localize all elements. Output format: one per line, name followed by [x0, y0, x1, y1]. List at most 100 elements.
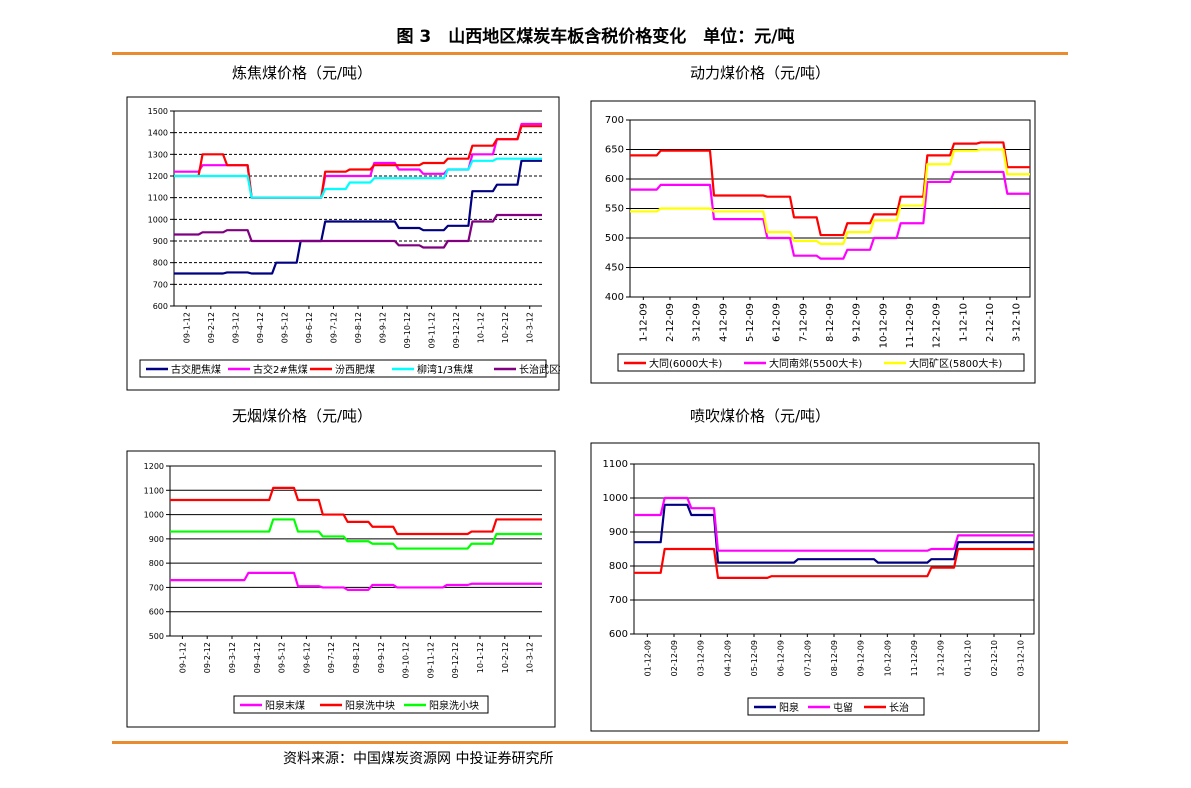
- chart-frame: [590, 100, 1036, 384]
- x-tick-label: 9-12-09: [852, 303, 863, 342]
- x-tick-label: 09-10-12: [402, 642, 411, 678]
- legend-label-2: 屯留: [833, 701, 853, 714]
- x-tick-label: 09-4-12: [253, 642, 262, 673]
- series-line-4: [174, 157, 542, 199]
- x-tick-label: 09-3-12: [228, 642, 237, 673]
- series-line-3: [634, 547, 1034, 579]
- x-tick-label: 10-3-12: [526, 642, 535, 673]
- x-tick-label: 1-12-10: [958, 303, 969, 342]
- x-tick-label: 09-2-12: [203, 642, 212, 673]
- y-tick-label: 1200: [148, 172, 168, 181]
- x-tick-label: 01-12-09: [643, 640, 652, 676]
- steam-coal-chart: 400 450 500 550 600 650 700 1-12-09 2-12-09 3-12-…: [590, 100, 1036, 384]
- chart-frame: [126, 96, 560, 391]
- chart-title-coking: 炼焦煤价格（元/吨）: [231, 64, 373, 82]
- x-tick-label: 09-8-12: [352, 642, 361, 673]
- legend-label-2: 大同南郊(5500大卡): [769, 357, 862, 370]
- x-tick-label: 5-12-09: [745, 303, 756, 342]
- y-tick-label: 550: [605, 204, 624, 215]
- x-tick-label: 02-12-10: [990, 640, 999, 676]
- x-tick-label: 10-12-09: [883, 640, 892, 676]
- x-tick-label: 09-5-12: [280, 312, 289, 343]
- y-tick-label: 1400: [148, 129, 168, 138]
- x-tick-label: 2-12-09: [665, 303, 676, 342]
- series-line-3: [174, 125, 542, 199]
- x-tick-label: 03-12-09: [697, 640, 706, 676]
- x-tick-label: 09-4-12: [256, 312, 265, 343]
- x-tick-label: 09-1-12: [178, 642, 187, 673]
- y-tick-label: 800: [153, 259, 168, 268]
- x-tick-label: 10-3-12: [526, 312, 535, 343]
- x-tick-label: 8-12-09: [825, 303, 836, 342]
- x-tick-label: 09-7-12: [329, 312, 338, 343]
- legend-label-1: 阳泉: [779, 701, 799, 714]
- chart-title-steam: 动力煤价格（元/吨）: [689, 64, 831, 82]
- y-tick-label: 500: [605, 233, 624, 244]
- x-tick-label: 03-12-10: [1017, 640, 1026, 676]
- legend-box: [747, 697, 925, 716]
- x-tick-label: 4-12-09: [718, 303, 729, 342]
- x-tick-label: 09-2-12: [207, 312, 216, 343]
- series-line-3: [630, 148, 1030, 245]
- legend-label-3: 长治: [889, 701, 909, 714]
- x-tick-label: 10-2-12: [501, 642, 510, 673]
- y-tick-label: 800: [149, 559, 164, 568]
- legend-label-1: 大同(6000大卡): [649, 357, 722, 370]
- x-tick-label: 05-12-09: [750, 640, 759, 676]
- y-tick-label: 600: [609, 629, 628, 640]
- coking-coal-chart: 600 700 800 900 1000 1100 1200 1300 1400 1500 09-1…: [126, 96, 560, 391]
- y-tick-label: 1500: [148, 107, 168, 116]
- legend: 阳泉 屯留 长治: [747, 697, 925, 716]
- x-tick-label: 06-12-09: [777, 640, 786, 676]
- x-tick-label: 09-8-12: [354, 312, 363, 343]
- figure-title: 图 3 山西地区煤炭车板含税价格变化 单位：元/吨: [396, 27, 795, 47]
- x-tick-label: 09-9-12: [377, 642, 386, 673]
- y-tick-label: 700: [149, 583, 164, 592]
- series-line-2: [634, 496, 1034, 552]
- x-tick-label: 09-10-12: [403, 312, 412, 348]
- x-tick-label: 09-11-12: [428, 312, 437, 348]
- legend-box: [233, 695, 489, 714]
- y-tick-label: 1100: [144, 486, 164, 495]
- x-tick-label: 09-6-12: [302, 642, 311, 673]
- series-line-1: [174, 159, 542, 275]
- source-note: 资料来源：中国煤炭资源网 中投证券研究所: [283, 751, 554, 767]
- series-line-2: [630, 170, 1030, 260]
- legend-box: [139, 359, 547, 378]
- x-tick-label: 12-12-09: [932, 303, 943, 348]
- legend: 大同(6000大卡) 大同南郊(5500大卡) 大同矿区(5800大卡): [617, 353, 1025, 372]
- x-tick-label: 09-9-12: [379, 312, 388, 343]
- chart-title-pci: 喷吹煤价格（元/吨）: [689, 407, 831, 425]
- x-tick-label: 7-12-09: [798, 303, 809, 342]
- x-tick-label: 09-12-12: [452, 312, 461, 348]
- series-line-2: [170, 486, 542, 536]
- y-tick-label: 1300: [148, 150, 168, 159]
- x-tick-label: 09-6-12: [305, 312, 314, 343]
- legend-label-1: 阳泉末煤: [265, 699, 305, 712]
- y-tick-label: 700: [605, 115, 624, 126]
- legend-label-1: 古交肥焦煤: [171, 363, 221, 376]
- y-tick-label: 900: [149, 535, 164, 544]
- x-tick-label: 11-12-09: [905, 303, 916, 348]
- x-tick-label: 09-3-12: [231, 312, 240, 343]
- x-tick-label: 01-12-10: [963, 640, 972, 676]
- y-tick-label: 1200: [144, 462, 164, 471]
- y-tick-label: 600: [153, 302, 168, 311]
- y-tick-label: 700: [153, 280, 168, 289]
- x-tick-label: 09-12-12: [451, 642, 460, 678]
- x-tick-label: 04-12-09: [723, 640, 732, 676]
- pci-coal-chart: 600 700 800 900 1000 1100 01-12-09 02-12-09 03-1…: [590, 442, 1040, 732]
- x-tick-label: 09-11-12: [426, 642, 435, 678]
- x-tick-label: 09-1-12: [182, 312, 191, 343]
- x-tick-label: 09-7-12: [327, 642, 336, 673]
- legend-label-4: 柳湾1/3焦煤: [417, 363, 473, 376]
- x-tick-label: 09-5-12: [278, 642, 287, 673]
- anthracite-chart: 500 600 700 800 900 1000 1100 1200 09-1-12 09-2-1…: [126, 450, 556, 728]
- x-tick-label: 10-1-12: [476, 642, 485, 673]
- legend: 古交肥焦煤 古交2#焦煤 汾西肥煤 柳湾1/3焦煤 长治武区瘦煤: [139, 359, 560, 378]
- legend-label-2: 阳泉洗中块: [345, 699, 395, 712]
- x-tick-label: 07-12-09: [803, 640, 812, 676]
- y-tick-label: 900: [609, 527, 628, 538]
- legend-label-3: 阳泉洗小块: [429, 699, 479, 712]
- x-tick-label: 3-12-10: [1012, 303, 1023, 342]
